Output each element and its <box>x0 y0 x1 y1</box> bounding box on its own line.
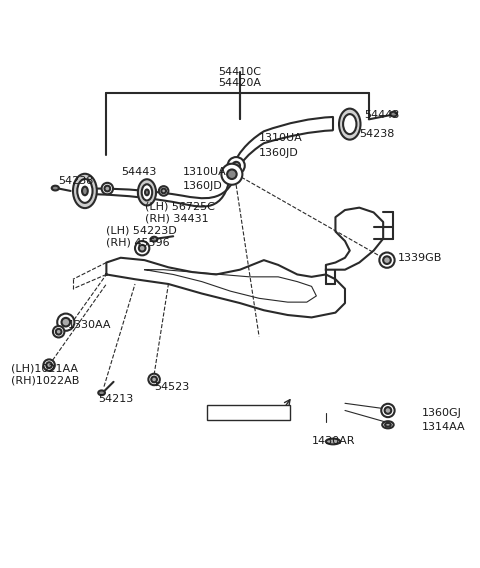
Circle shape <box>53 326 64 337</box>
Text: 54238: 54238 <box>59 177 94 186</box>
Ellipse shape <box>142 184 152 201</box>
Ellipse shape <box>82 187 88 195</box>
Ellipse shape <box>77 179 93 203</box>
Ellipse shape <box>98 390 105 395</box>
Text: 1360JD: 1360JD <box>183 181 223 191</box>
Circle shape <box>383 256 391 264</box>
Circle shape <box>56 329 61 335</box>
Circle shape <box>381 404 395 417</box>
Circle shape <box>46 362 52 368</box>
Text: 1360GJ: 1360GJ <box>421 408 461 418</box>
Circle shape <box>105 186 110 191</box>
Circle shape <box>384 407 391 414</box>
Circle shape <box>159 186 168 196</box>
Text: 54213: 54213 <box>98 394 133 403</box>
Text: 54238: 54238 <box>360 129 395 139</box>
Circle shape <box>43 360 55 371</box>
Circle shape <box>139 245 145 252</box>
Ellipse shape <box>390 112 397 116</box>
Circle shape <box>161 189 166 193</box>
Ellipse shape <box>326 438 340 444</box>
Circle shape <box>135 241 149 256</box>
Text: 54443: 54443 <box>364 110 399 120</box>
Circle shape <box>151 377 157 382</box>
Ellipse shape <box>382 421 394 428</box>
Text: 54523: 54523 <box>154 382 189 391</box>
Text: 1360JD: 1360JD <box>259 148 299 158</box>
Circle shape <box>102 183 113 194</box>
Text: 1314AA: 1314AA <box>421 422 465 432</box>
Ellipse shape <box>339 108 360 140</box>
Text: 1330AA: 1330AA <box>68 320 112 329</box>
Text: 1339GB: 1339GB <box>397 253 442 263</box>
Ellipse shape <box>385 423 391 427</box>
FancyBboxPatch shape <box>206 405 290 420</box>
Text: 54410C
54420A: 54410C 54420A <box>218 67 262 89</box>
Ellipse shape <box>138 179 156 206</box>
Text: REF.50-517: REF.50-517 <box>216 407 281 417</box>
Text: (LH) 56725C
(RH) 34431: (LH) 56725C (RH) 34431 <box>144 202 215 223</box>
Text: 1310UA: 1310UA <box>259 133 303 144</box>
Circle shape <box>221 164 242 185</box>
Text: (LH) 54223D
(RH) 45596: (LH) 54223D (RH) 45596 <box>107 225 177 247</box>
Circle shape <box>228 157 245 174</box>
Text: REF.50-517: REF.50-517 <box>215 408 284 418</box>
Ellipse shape <box>151 237 157 241</box>
Circle shape <box>148 374 160 385</box>
Ellipse shape <box>343 114 357 134</box>
Ellipse shape <box>52 186 59 190</box>
Circle shape <box>61 318 70 327</box>
Text: (LH)1021AA
(RH)1022AB: (LH)1021AA (RH)1022AB <box>11 364 79 386</box>
Text: 1430AR: 1430AR <box>312 436 355 446</box>
Ellipse shape <box>73 174 97 208</box>
Circle shape <box>57 314 74 331</box>
Text: 1310UA: 1310UA <box>183 167 227 177</box>
Circle shape <box>232 162 240 169</box>
Circle shape <box>227 169 237 179</box>
Ellipse shape <box>145 190 149 195</box>
Circle shape <box>379 253 395 268</box>
Text: 54443: 54443 <box>120 167 156 177</box>
